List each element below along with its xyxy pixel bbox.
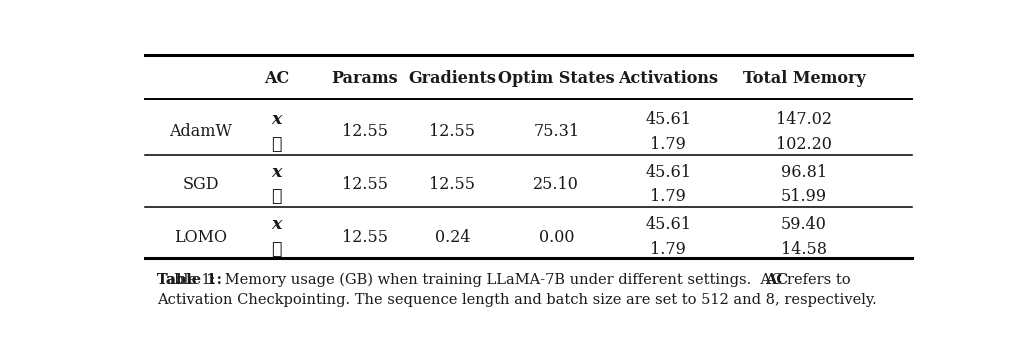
Text: 1.79: 1.79 (651, 136, 687, 153)
Text: x: x (271, 111, 281, 128)
Text: 25.10: 25.10 (533, 176, 579, 193)
Text: 147.02: 147.02 (776, 111, 832, 128)
Text: 45.61: 45.61 (645, 111, 691, 128)
Text: Table 1:: Table 1: (157, 273, 222, 287)
Text: 0.24: 0.24 (435, 229, 470, 246)
Text: ✓: ✓ (271, 136, 281, 153)
Text: 12.55: 12.55 (341, 123, 388, 140)
Text: 1.79: 1.79 (651, 188, 687, 205)
Text: Activation Checkpointing. The sequence length and batch size are set to 512 and : Activation Checkpointing. The sequence l… (157, 293, 876, 307)
Text: Activations: Activations (619, 70, 719, 87)
Text: 45.61: 45.61 (645, 216, 691, 233)
Text: Params: Params (331, 70, 398, 87)
Text: 12.55: 12.55 (341, 229, 388, 246)
Text: LOMO: LOMO (174, 229, 227, 246)
Text: x: x (271, 216, 281, 233)
Text: 14.58: 14.58 (781, 241, 827, 258)
Text: 51.99: 51.99 (781, 188, 827, 205)
Text: 75.31: 75.31 (533, 123, 579, 140)
Text: 1.79: 1.79 (651, 241, 687, 258)
Text: 102.20: 102.20 (776, 136, 832, 153)
Text: 12.55: 12.55 (430, 176, 475, 193)
Text: x: x (271, 164, 281, 180)
Text: 59.40: 59.40 (781, 216, 827, 233)
Text: Gradients: Gradients (408, 70, 496, 87)
Text: Table 1:  Memory usage (GB) when training LLaMA-7B under different settings.  AC: Table 1: Memory usage (GB) when training… (157, 273, 851, 287)
Text: 45.61: 45.61 (645, 164, 691, 180)
Text: Total Memory: Total Memory (742, 70, 865, 87)
Text: AC: AC (765, 273, 789, 287)
Text: 12.55: 12.55 (341, 176, 388, 193)
Text: SGD: SGD (182, 176, 219, 193)
Text: 0.00: 0.00 (538, 229, 574, 246)
Text: AC: AC (264, 70, 290, 87)
Text: AdamW: AdamW (169, 123, 232, 140)
Text: ✓: ✓ (271, 241, 281, 258)
Text: ✓: ✓ (271, 188, 281, 205)
Text: 96.81: 96.81 (781, 164, 827, 180)
Text: 12.55: 12.55 (430, 123, 475, 140)
Text: Optim States: Optim States (498, 70, 614, 87)
